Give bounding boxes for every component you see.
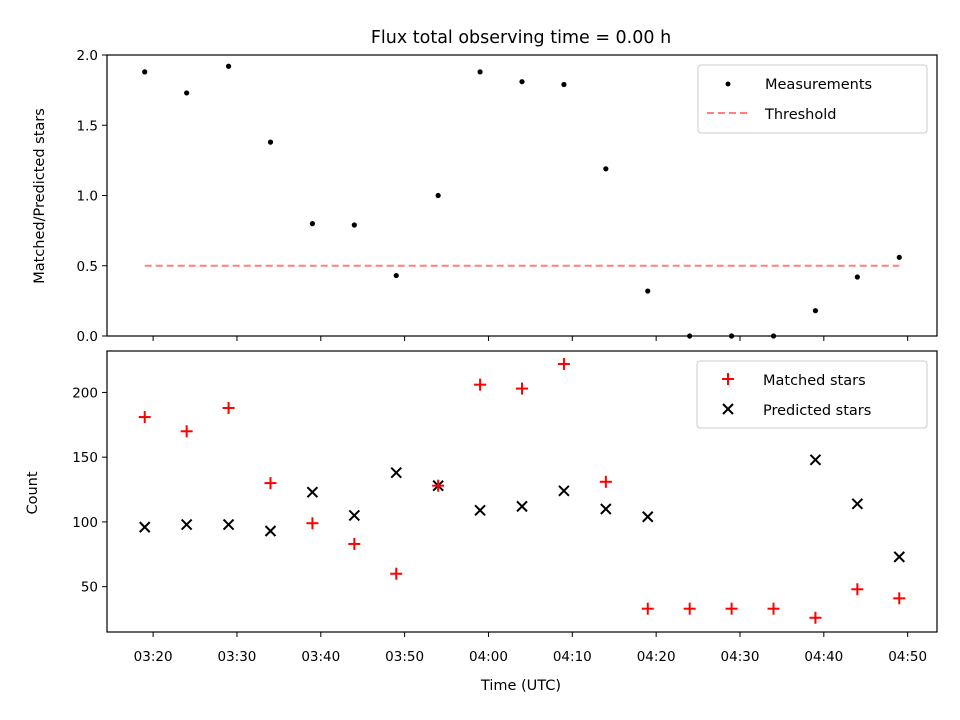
predicted-star-point (893, 551, 905, 563)
matched-star-point (851, 583, 864, 596)
bottom-x-tick-label: 04:20 (637, 649, 676, 665)
measurement-point (225, 63, 232, 69)
bottom-y-axis-label: Count (25, 471, 41, 514)
top-y-tick-label: 0.5 (77, 259, 98, 275)
top-y-axis: 0.0 0.5 1.0 1.5 2.0 (77, 48, 107, 345)
top-legend-box (697, 64, 928, 134)
matched-star-point (138, 411, 151, 424)
measurement-point (812, 308, 819, 314)
predicted-star-point (264, 525, 277, 537)
bottom-y-tick-label: 50 (81, 580, 98, 596)
measurement-point (393, 272, 399, 279)
top-y-tick-label: 1.0 (77, 189, 98, 205)
predicted-star-point (642, 511, 654, 523)
bottom-x-tick-label: 04:10 (553, 649, 592, 665)
predicted-star-point (222, 518, 235, 531)
bottom-x-axis: 03:20 03:30 03:40 03:50 04:00 04:10 04:20 04:30… (134, 632, 927, 665)
bottom-x-tick-label: 04:50 (888, 649, 927, 665)
bottom-y-tick-label: 150 (72, 450, 98, 466)
measurement-point (142, 69, 148, 75)
bottom-plot-area (106, 350, 938, 633)
bottom-legend-box (696, 360, 928, 429)
measurement-point (770, 333, 777, 339)
bottom-x-tick-label: 04:00 (469, 649, 508, 665)
top-x-axis (152, 336, 909, 341)
predicted-star-point (180, 518, 193, 531)
predicted-star-point (348, 509, 361, 522)
measurement-point (435, 192, 441, 199)
predicted-star-point (390, 467, 402, 479)
top-data-marks (142, 63, 902, 339)
predicted-star-point (516, 500, 528, 513)
bottom-x-tick-label: 04:40 (804, 649, 843, 665)
predicted-star-point (558, 485, 570, 497)
bottom-panel: 50 100 150 200 03:20 03:30 03:40 03:50 04:00 04:… (25, 350, 938, 694)
legend-predicted-label: Predicted stars (763, 403, 871, 419)
matched-star-point (683, 602, 696, 615)
predicted-star-point (474, 504, 486, 516)
top-legend: Measurements Threshold (697, 64, 928, 134)
matched-star-point (306, 517, 319, 530)
bottom-data-marks (138, 357, 906, 624)
predicted-star-point (809, 454, 822, 466)
matched-star-point (222, 401, 235, 414)
matched-star-point (599, 475, 612, 488)
bottom-x-tick-label: 03:50 (385, 649, 424, 665)
bottom-x-tick-label: 04:30 (721, 649, 760, 665)
bottom-x-tick-label: 03:40 (301, 649, 340, 665)
matched-star-point (348, 537, 361, 550)
legend-threshold-label: Threshold (764, 107, 836, 123)
top-y-tick-label: 2.0 (77, 48, 98, 64)
chart-title: Flux total observing time = 0.00 h (371, 28, 671, 48)
bottom-x-tick-label: 03:20 (134, 649, 173, 665)
legend-predicted-marker (722, 403, 734, 415)
matched-star-point (516, 382, 528, 395)
x-axis-label: Time (UTC) (480, 678, 561, 694)
legend-matched-marker (722, 373, 734, 385)
legend-measurements-marker (725, 81, 731, 87)
matched-star-point (641, 602, 654, 615)
predicted-star-point (306, 486, 319, 498)
measurement-point (603, 166, 609, 172)
predicted-star-point (139, 521, 151, 533)
legend-matched-label: Matched stars (763, 373, 866, 389)
matched-star-point (893, 592, 906, 605)
measurement-point (896, 254, 902, 260)
measurement-point (645, 288, 651, 294)
top-panel: 0.00.51.01.52.0 Matched/Predicted stars … (32, 48, 938, 345)
matched-star-point (557, 357, 570, 370)
matched-star-point (809, 611, 822, 624)
measurement-point (267, 139, 274, 145)
measurement-point (477, 69, 483, 75)
matched-star-point (180, 425, 193, 438)
measurement-point (519, 79, 525, 85)
bottom-x-tick-label: 03:30 (217, 649, 256, 665)
legend-measurements-label: Measurements (765, 77, 872, 93)
measurement-point (854, 274, 860, 280)
matched-star-point (432, 479, 445, 492)
measurement-point (351, 222, 357, 228)
matched-star-point (767, 602, 780, 615)
bottom-y-tick-label: 200 (72, 385, 98, 401)
top-y-tick-label: 1.5 (77, 118, 98, 134)
matched-star-point (390, 567, 403, 580)
measurement-point (687, 333, 693, 339)
matched-star-point (264, 477, 277, 490)
measurement-point (561, 81, 567, 88)
matched-star-point (725, 602, 738, 615)
measurement-point (184, 90, 190, 96)
top-y-axis-label: Matched/Predicted stars (32, 108, 48, 284)
bottom-y-tick-label: 100 (72, 515, 98, 531)
matched-star-point (474, 378, 487, 391)
measurement-point (728, 333, 735, 339)
predicted-star-point (851, 498, 864, 510)
top-y-tick-label: 0.0 (77, 329, 98, 345)
predicted-star-point (600, 503, 612, 515)
bottom-y-axis: 50 100 150 200 (72, 385, 107, 596)
measurement-point (309, 221, 316, 227)
bottom-legend: Matched stars Predicted stars (696, 360, 928, 429)
